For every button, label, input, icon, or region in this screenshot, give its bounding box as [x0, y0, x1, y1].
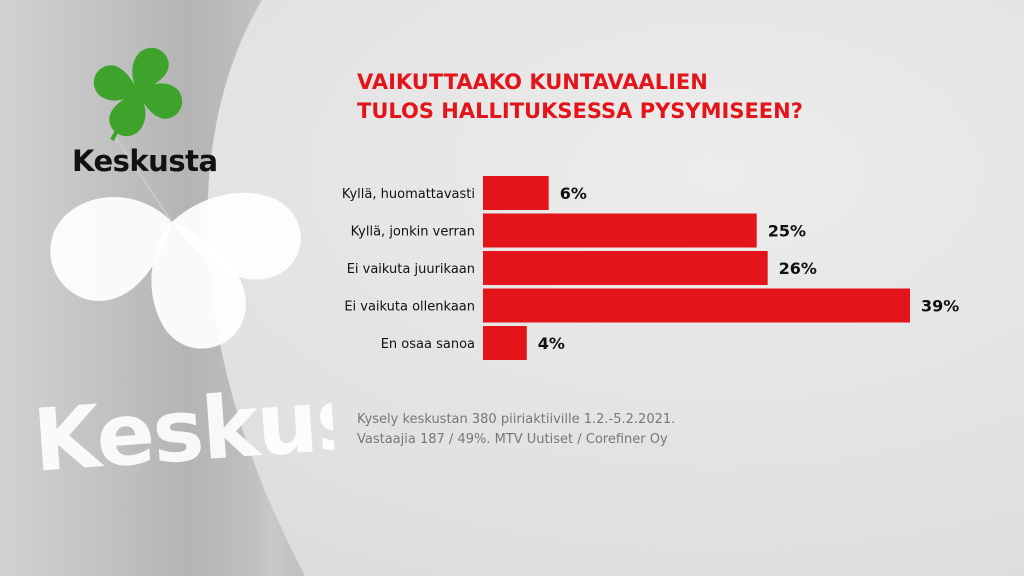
value-label: 26%	[779, 259, 817, 278]
clover-logo-icon	[93, 47, 183, 141]
value-label: 25%	[768, 222, 806, 241]
value-label: 6%	[560, 184, 587, 203]
category-label: En osaa sanoa	[381, 337, 475, 352]
bar	[483, 213, 757, 248]
brand-logo-text: Keskusta	[72, 144, 218, 178]
bar	[483, 288, 910, 323]
category-label: Kyllä, huomattavasti	[342, 187, 475, 202]
category-label: Kyllä, jonkin verran	[351, 225, 475, 240]
clover-watermark-icon	[50, 129, 301, 349]
bar	[483, 176, 549, 210]
value-label: 4%	[538, 334, 565, 353]
value-label: 39%	[921, 297, 959, 316]
chart-title-line-2: TULOS HALLITUKSESSA PYSYMISEEN?	[357, 99, 803, 123]
bar	[483, 326, 527, 360]
chart-title-line-1: VAIKUTTAAKO KUNTAVAALIEN	[357, 70, 708, 94]
category-label: Ei vaikuta ollenkaan	[344, 300, 475, 315]
source-note: Kysely keskustan 380 piiriaktiiville 1.2…	[357, 410, 675, 450]
category-label: Ei vaikuta juurikaan	[347, 262, 475, 277]
source-line-1: Kysely keskustan 380 piiriaktiiville 1.2…	[357, 412, 676, 427]
source-line-2: Vastaajia 187 / 49%. MTV Uutiset / Coref…	[357, 432, 668, 447]
bar	[483, 251, 768, 285]
chart-title: VAIKUTTAAKO KUNTAVAALIEN TULOS HALLITUKS…	[357, 68, 917, 126]
